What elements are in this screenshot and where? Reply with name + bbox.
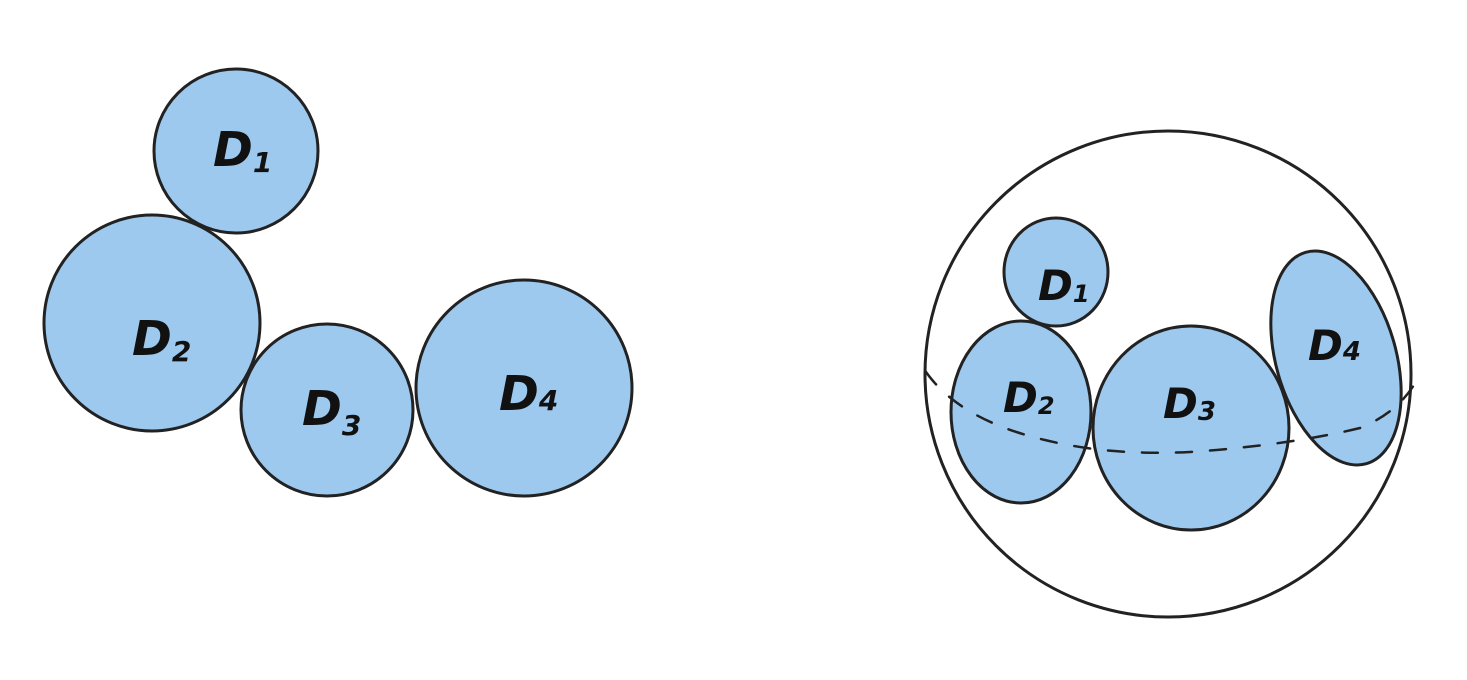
right-label-3-letter: D	[1163, 379, 1198, 428]
right-label-1-letter: D	[1038, 261, 1073, 310]
left-label-2-index: 2	[172, 335, 191, 368]
left-label-1-index: 1	[253, 146, 272, 179]
right-label-2: D2	[1003, 373, 1055, 422]
left-label-4-letter: D	[499, 366, 539, 422]
right-label-2-index: 2	[1038, 392, 1055, 420]
right-label-1-index: 1	[1073, 280, 1090, 308]
left-label-2-letter: D	[132, 311, 172, 367]
right-disk-1	[1002, 216, 1110, 328]
enclosing-sphere	[923, 129, 1413, 619]
right-label-1: D1	[1038, 261, 1090, 310]
left-disk-2	[42, 213, 262, 433]
right-label-4-letter: D	[1308, 321, 1343, 370]
right-label-4: D4	[1308, 321, 1361, 370]
left-label-1: D1	[213, 122, 272, 179]
left-disk-4	[414, 278, 634, 498]
left-label-3-letter: D	[302, 381, 342, 437]
right-label-3-index: 3	[1198, 397, 1216, 427]
right-disk-4	[1269, 249, 1403, 467]
left-label-3: D3	[302, 381, 361, 442]
right-label-3: D3	[1163, 379, 1216, 428]
left-label-4-index: 4	[538, 384, 558, 417]
left-panel: D1 D2 D3 D4	[42, 67, 634, 498]
right-label-2-letter: D	[1003, 373, 1038, 422]
left-label-4: D4	[499, 366, 558, 422]
left-label-3-index: 3	[342, 409, 361, 442]
right-disk-3	[1091, 324, 1291, 532]
left-disk-3	[239, 322, 415, 498]
right-label-4-index: 4	[1342, 337, 1361, 367]
right-disk-2	[949, 319, 1093, 505]
left-label-2: D2	[132, 311, 191, 368]
left-label-1-letter: D	[213, 122, 253, 178]
left-disk-1	[152, 67, 320, 235]
sphere-equator-dashed	[924, 370, 1420, 455]
right-panel: D1 D2 D3 D4	[923, 129, 1420, 619]
